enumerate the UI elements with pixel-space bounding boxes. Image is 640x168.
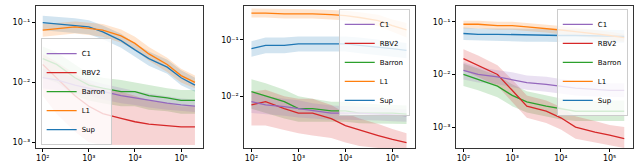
svg-text:10³: 10³ [292,154,305,163]
svg-text:C1: C1 [82,50,91,58]
svg-text:10⁴: 10⁴ [554,154,567,163]
svg-text:10⁻²: 10⁻² [13,78,31,87]
svg-text:10²: 10² [245,154,258,163]
svg-text:Sup: Sup [598,97,612,105]
svg-text:10³: 10³ [505,154,518,163]
svg-text:10⁻²: 10⁻² [221,92,239,101]
svg-text:10⁴: 10⁴ [128,154,141,163]
svg-text:Sup: Sup [82,126,96,134]
svg-text:Barron: Barron [380,59,403,67]
svg-text:10⁻³: 10⁻³ [13,138,31,147]
svg-text:Barron: Barron [598,59,621,67]
svg-text:RBV2: RBV2 [82,69,101,77]
svg-text:C1: C1 [598,21,607,29]
svg-text:10⁻²: 10⁻² [433,70,451,79]
svg-text:10²: 10² [36,154,49,163]
svg-text:10⁵: 10⁵ [603,154,616,163]
svg-text:10²: 10² [457,154,470,163]
svg-text:10⁻¹: 10⁻¹ [221,36,239,45]
svg-text:10⁻¹: 10⁻¹ [13,18,31,27]
svg-text:10³: 10³ [82,154,95,163]
svg-text:L1: L1 [598,78,606,86]
svg-text:10⁻¹: 10⁻¹ [433,18,451,27]
svg-text:C1: C1 [380,21,389,29]
svg-text:10⁻³: 10⁻³ [433,123,451,132]
svg-text:RBV2: RBV2 [598,40,617,48]
svg-text:Barron: Barron [82,88,105,96]
svg-text:L1: L1 [82,107,90,115]
svg-text:10⁴: 10⁴ [339,154,352,163]
svg-text:Sup: Sup [380,97,394,105]
svg-text:10⁵: 10⁵ [174,154,187,163]
svg-text:10⁵: 10⁵ [386,154,399,163]
svg-text:L1: L1 [380,78,388,86]
svg-text:RBV2: RBV2 [380,40,399,48]
